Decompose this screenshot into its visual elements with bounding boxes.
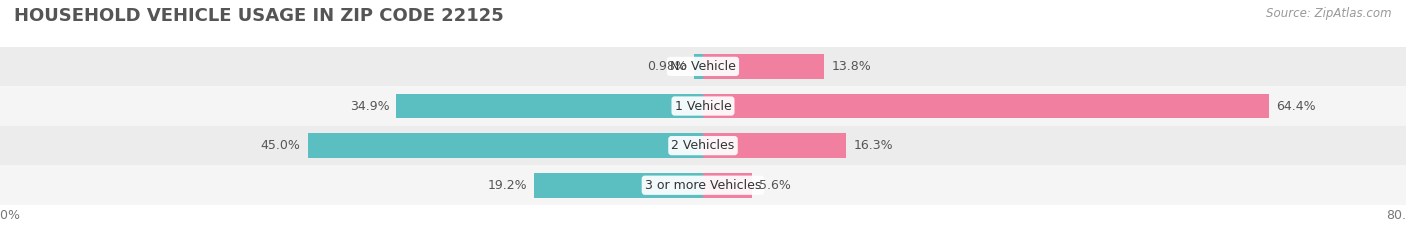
Bar	[534, 173, 703, 198]
Text: 3 or more Vehicles: 3 or more Vehicles	[645, 179, 761, 192]
Text: 16.3%: 16.3%	[853, 139, 893, 152]
Bar	[703, 94, 1268, 118]
Text: 19.2%: 19.2%	[488, 179, 527, 192]
Bar	[308, 133, 703, 158]
FancyBboxPatch shape	[0, 86, 1406, 126]
Bar	[703, 54, 824, 79]
FancyBboxPatch shape	[0, 47, 1406, 86]
Bar	[396, 94, 703, 118]
Text: 13.8%: 13.8%	[831, 60, 872, 73]
Text: No Vehicle: No Vehicle	[671, 60, 735, 73]
Text: 45.0%: 45.0%	[260, 139, 301, 152]
Text: Source: ZipAtlas.com: Source: ZipAtlas.com	[1267, 7, 1392, 20]
FancyBboxPatch shape	[0, 165, 1406, 205]
Bar	[703, 133, 846, 158]
Text: 64.4%: 64.4%	[1277, 99, 1316, 113]
Text: 2 Vehicles: 2 Vehicles	[672, 139, 734, 152]
Text: 1 Vehicle: 1 Vehicle	[675, 99, 731, 113]
Text: 5.6%: 5.6%	[759, 179, 792, 192]
Text: HOUSEHOLD VEHICLE USAGE IN ZIP CODE 22125: HOUSEHOLD VEHICLE USAGE IN ZIP CODE 2212…	[14, 7, 503, 25]
Text: 0.98%: 0.98%	[648, 60, 688, 73]
Bar	[695, 54, 703, 79]
Text: 34.9%: 34.9%	[350, 99, 389, 113]
Bar	[703, 173, 752, 198]
FancyBboxPatch shape	[0, 126, 1406, 165]
